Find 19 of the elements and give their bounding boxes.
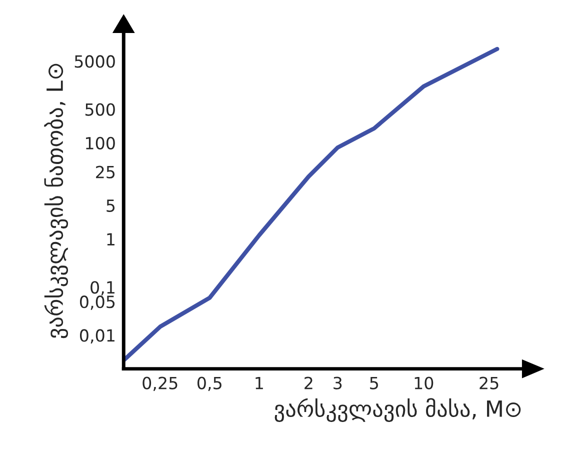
y-tick-label: 5000 bbox=[74, 55, 115, 68]
y-tick-label: 25 bbox=[96, 166, 115, 178]
x-tick-label: 0,5 bbox=[197, 376, 222, 392]
y-tick-label: 5 bbox=[106, 200, 115, 212]
x-tick-label: 5 bbox=[370, 376, 378, 390]
y-tick-label: 500 bbox=[85, 103, 115, 116]
x-tick-label: 3 bbox=[334, 376, 342, 390]
x-axis-title: ვარსკვლავის მასა, M⊙ bbox=[274, 398, 521, 422]
x-tick-label: 1 bbox=[256, 376, 263, 390]
y-tick-label: 0,01 bbox=[80, 329, 114, 344]
y-tick-label: 100 bbox=[86, 136, 115, 150]
x-tick-label: 25 bbox=[480, 376, 498, 390]
y-axis-title: ვარსკვლავის ნათობა, L⊙ bbox=[44, 64, 68, 338]
y-tick-label: 0,1 bbox=[90, 281, 114, 296]
x-tick-label: 0,25 bbox=[142, 376, 178, 392]
x-tick-label: 10 bbox=[414, 376, 434, 390]
x-tick-label: 2 bbox=[304, 376, 312, 390]
y-tick-label: 1 bbox=[107, 233, 114, 246]
y-tick-label: 0,05 bbox=[80, 296, 115, 310]
